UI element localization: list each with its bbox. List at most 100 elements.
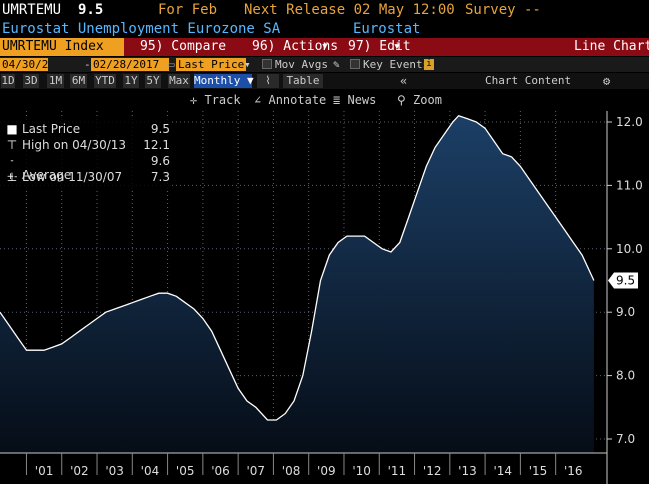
key-events-checkbox[interactable] [350, 59, 360, 69]
news-icon: ≣ [333, 93, 341, 107]
period-max[interactable]: Max [168, 74, 190, 88]
low-marker-icon: ⊥ [6, 170, 18, 184]
y-tick-label: 8.0 [616, 369, 635, 383]
last-value-tag [608, 272, 638, 289]
price-area [0, 115, 594, 453]
start-date-field[interactable]: 04/30/2000 [0, 58, 48, 71]
last-value-label: 9.5 [78, 2, 104, 18]
chart-legend: ■ Last Price 9.5 ⊤ High on 04/30/13 12.1 -+-… [0, 117, 172, 189]
mov-avgs-toggle[interactable]: Mov Avgs [262, 57, 328, 72]
end-date-field[interactable]: 02/28/2017 [91, 58, 169, 71]
period-3d[interactable]: 3D [23, 74, 39, 88]
pencil-icon[interactable]: ✎ [333, 58, 340, 71]
legend-value: 9.5 [150, 122, 170, 136]
x-tick-label: '04 [141, 464, 160, 478]
key-events-label: Key Events [363, 58, 430, 71]
annotate-icon: ∠ [254, 93, 262, 107]
legend-value: 7.3 [150, 170, 170, 184]
x-tick-label: '02 [70, 464, 89, 478]
track-tool[interactable]: ✛ Track [190, 89, 241, 111]
high-marker-icon: ⊤ [6, 138, 18, 152]
security-description: Eurostat Unemployment Eurozone SA [2, 21, 281, 37]
magnifier-icon: ⚲ [397, 93, 406, 107]
news-tool[interactable]: ≣ News [333, 89, 376, 111]
last-value-marker: 9.5 [608, 272, 638, 289]
chart-type-label[interactable]: Line Chart [574, 39, 649, 54]
info-icon[interactable]: i [424, 59, 434, 70]
legend-value: 9.6 [150, 154, 170, 168]
table-button[interactable]: Table [283, 74, 323, 88]
y-tick-label: 12.0 [616, 115, 643, 129]
y-axis: 7.0 8.0 9.0 10.0 11.0 12.0 [607, 115, 643, 446]
x-tick-label: '05 [176, 464, 195, 478]
source-label: Eurostat [353, 21, 421, 37]
date-separator: - [84, 58, 91, 71]
last-value-tag-label: 9.5 [616, 274, 635, 288]
x-axis: '01 '02 '03 '04 '05 '06 '07 '08 '09 '10 '11 '12 '13 '… [25, 453, 583, 478]
period-row: 1D 3D 1M 6M YTD 1Y 5Y Max Monthly ▼ ⌇ Ta… [0, 73, 649, 89]
x-tick-label: '15 [529, 464, 548, 478]
x-tick-label: '14 [493, 464, 512, 478]
legend-label: High on 04/30/13 [22, 138, 127, 152]
zoom-tool[interactable]: ⚲ Zoom [397, 89, 442, 111]
frequency-dropdown[interactable]: Monthly ▼ [194, 74, 254, 88]
legend-average: -+- Average 9.6 [6, 153, 172, 182]
legend-last-price: ■ Last Price 9.5 [6, 121, 172, 137]
edit-button[interactable]: 97) Edit [348, 39, 411, 54]
x-tick-label: '07 [246, 464, 265, 478]
legend-label: Low on 11/30/07 [22, 170, 123, 184]
square-icon: ■ [6, 122, 18, 136]
security-field[interactable]: UMRTEMU Index [0, 38, 124, 56]
field-selector[interactable]: Last Price [176, 58, 246, 71]
legend-high: ⊤ High on 04/30/13 12.1 [6, 137, 172, 153]
line-chart-icon[interactable]: ⌇ [257, 74, 279, 88]
period-1d[interactable]: 1D [1, 74, 15, 88]
annotate-tool[interactable]: ∠ Annotate [254, 89, 326, 111]
legend-label: Average [22, 168, 72, 182]
price-chart[interactable]: 7.0 8.0 9.0 10.0 11.0 12.0 '01 '02 '03 '04 '05 '06… [0, 111, 649, 484]
x-tick-label: '09 [317, 464, 336, 478]
x-tick-label: '03 [105, 464, 124, 478]
compare-button[interactable]: 95) Compare [140, 39, 227, 54]
description-row: Eurostat Unemployment Eurozone SA Eurost… [0, 20, 649, 38]
crosshair-icon: ✛ [190, 93, 198, 107]
period-1m[interactable]: 1M [47, 74, 64, 88]
x-tick-label: '13 [458, 464, 477, 478]
x-tick-label: '06 [211, 464, 230, 478]
chart-content-button[interactable]: Chart Content [485, 74, 572, 87]
period-5y[interactable]: 5Y [145, 74, 161, 88]
legend-low: ⊥ Low on 11/30/07 7.3 [6, 169, 172, 185]
y-tick-label: 10.0 [616, 242, 643, 256]
track-label: Track [204, 93, 241, 107]
news-label: News [347, 93, 377, 107]
legend-value: 12.1 [143, 138, 170, 152]
actions-button[interactable]: 96) Actions [252, 39, 339, 54]
key-events-toggle[interactable]: Key Events [350, 57, 429, 72]
frequency-label: Monthly [194, 74, 241, 87]
function-toolbar: UMRTEMU Index 95) Compare 96) Actions ▾ … [0, 38, 649, 56]
security-header-row: UMRTEMU 9.5 For Feb Next Release 02 May … [0, 0, 649, 20]
x-tick-label: '11 [388, 464, 407, 478]
collapse-icon[interactable]: « [400, 74, 408, 88]
ticker-label: UMRTEMU [2, 2, 62, 18]
zoom-label: Zoom [413, 93, 442, 107]
chevron-down-icon[interactable]: ▾ [393, 39, 401, 54]
mov-avgs-checkbox[interactable] [262, 59, 272, 69]
gear-icon[interactable]: ⚙ [603, 74, 611, 88]
period-label: For Feb [158, 2, 218, 18]
chart-tools-row: ✛ Track ∠ Annotate ≣ News ⚲ Zoom [0, 89, 649, 111]
price-line [0, 114, 595, 421]
period-1y[interactable]: 1Y [123, 74, 139, 88]
annotate-label: Annotate [268, 93, 327, 107]
next-release-label: Next Release 02 May 12:00 [244, 2, 455, 18]
x-tick-label: '10 [352, 464, 371, 478]
field-dropdown-icon[interactable]: ▾ [244, 58, 251, 71]
average-marker-icon: -+- [6, 156, 18, 182]
legend-label: Last Price [22, 122, 81, 136]
x-tick-label: '01 [35, 464, 54, 478]
x-tick-label: '08 [282, 464, 301, 478]
period-ytd[interactable]: YTD [94, 74, 116, 88]
y-tick-label: 9.0 [616, 305, 635, 319]
period-6m[interactable]: 6M [70, 74, 87, 88]
calendar-icon[interactable]: ▭ [168, 58, 175, 71]
